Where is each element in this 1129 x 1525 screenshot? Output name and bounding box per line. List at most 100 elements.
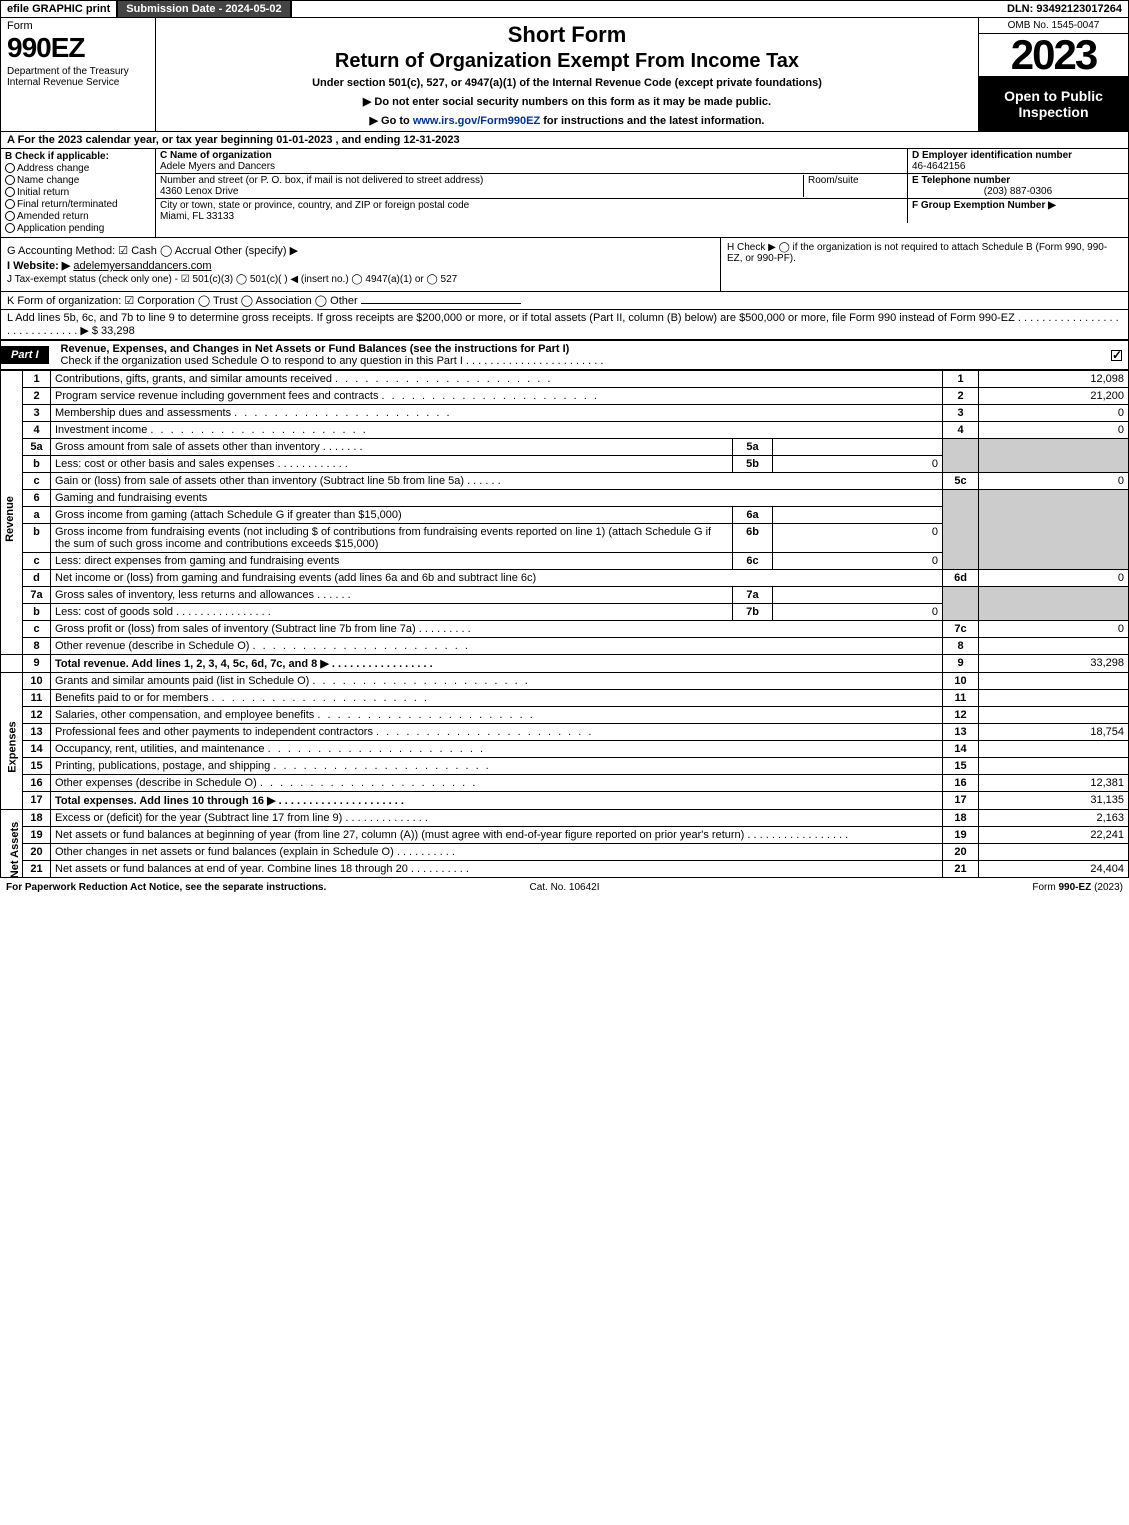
l6c-box: 6c — [733, 553, 773, 570]
l6b-desc: Gross income from fundraising events (no… — [51, 524, 733, 553]
ein-cell: D Employer identification number 46-4642… — [908, 149, 1128, 174]
check-application-pending[interactable]: Application pending — [5, 223, 151, 234]
l8-num: 8 — [23, 638, 51, 655]
part-1-tab: Part I — [1, 346, 49, 364]
addr-value: 4360 Lenox Drive — [160, 186, 238, 197]
l7c-desc: Gross profit or (loss) from sales of inv… — [51, 621, 943, 638]
l3-val: 0 — [979, 405, 1129, 422]
l6a-desc: Gross income from gaming (attach Schedul… — [51, 507, 733, 524]
l1-num: 1 — [23, 371, 51, 388]
check-address-change[interactable]: Address change — [5, 163, 151, 174]
l7c-num: c — [23, 621, 51, 638]
l6b-box: 6b — [733, 524, 773, 553]
revenue-side-label: Revenue — [1, 371, 23, 655]
part-1-checkbox[interactable] — [1111, 350, 1122, 361]
bullet-2: ▶ Go to www.irs.gov/Form990EZ for instru… — [164, 114, 970, 127]
group-exempt-label: F Group Exemption Number ▶ — [912, 200, 1056, 211]
l5c-num: c — [23, 473, 51, 490]
l7b-num: b — [23, 604, 51, 621]
l5a-num: 5a — [23, 439, 51, 456]
l7ab-shade — [943, 587, 979, 621]
l1-desc: Contributions, gifts, grants, and simila… — [51, 371, 943, 388]
l15-col: 15 — [943, 758, 979, 775]
header-left: Form 990EZ Department of the Treasury In… — [1, 18, 156, 131]
l14-num: 14 — [23, 741, 51, 758]
open-public-inspection: Open to Public Inspection — [979, 77, 1128, 131]
l5a-desc: Gross amount from sale of assets other t… — [51, 439, 733, 456]
l7a-num: 7a — [23, 587, 51, 604]
l18-col: 18 — [943, 810, 979, 827]
header-right: OMB No. 1545-0047 2023 Open to Public In… — [978, 18, 1128, 131]
l17-desc: Total expenses. Add lines 10 through 16 … — [51, 792, 943, 810]
l7b-desc: Less: cost of goods sold . . . . . . . .… — [51, 604, 733, 621]
org-name: Adele Myers and Dancers — [160, 161, 275, 172]
l3-col: 3 — [943, 405, 979, 422]
row-j: J Tax-exempt status (check only one) - ☑… — [7, 274, 714, 285]
l9-col: 9 — [943, 655, 979, 673]
check-amended-return[interactable]: Amended return — [5, 211, 151, 222]
row-k: K Form of organization: ☑ Corporation ◯ … — [0, 292, 1129, 310]
l13-num: 13 — [23, 724, 51, 741]
irs-link[interactable]: www.irs.gov/Form990EZ — [413, 115, 540, 127]
check-final-return[interactable]: Final return/terminated — [5, 199, 151, 210]
row-i: I Website: ▶ adelemyersanddancers.com — [7, 259, 714, 272]
l9-desc: Total revenue. Add lines 1, 2, 3, 4, 5c,… — [51, 655, 943, 673]
l4-desc: Investment income — [51, 422, 943, 439]
l11-val — [979, 690, 1129, 707]
l5b-boxval: 0 — [773, 456, 943, 473]
l15-num: 15 — [23, 758, 51, 775]
l7c-col: 7c — [943, 621, 979, 638]
l21-num: 21 — [23, 861, 51, 878]
website-label: I Website: ▶ — [7, 260, 70, 272]
l6d-desc: Net income or (loss) from gaming and fun… — [51, 570, 943, 587]
l12-val — [979, 707, 1129, 724]
l3-desc: Membership dues and assessments — [51, 405, 943, 422]
l5a-box: 5a — [733, 439, 773, 456]
city-cell: City or town, state or province, country… — [156, 199, 907, 223]
l11-num: 11 — [23, 690, 51, 707]
l18-val: 2,163 — [979, 810, 1129, 827]
top-bar: efile GRAPHIC print Submission Date - 20… — [0, 0, 1129, 18]
header-center: Short Form Return of Organization Exempt… — [156, 18, 978, 131]
l6a-num: a — [23, 507, 51, 524]
phone-value: (203) 887-0306 — [912, 186, 1124, 197]
l6-shade — [943, 490, 979, 570]
l6b-boxval: 0 — [773, 524, 943, 553]
l6c-desc: Less: direct expenses from gaming and fu… — [51, 553, 733, 570]
l2-col: 2 — [943, 388, 979, 405]
l6d-num: d — [23, 570, 51, 587]
b-label: B Check if applicable: — [5, 151, 109, 162]
l11-col: 11 — [943, 690, 979, 707]
l14-desc: Occupancy, rent, utilities, and maintena… — [51, 741, 943, 758]
l16-val: 12,381 — [979, 775, 1129, 792]
room-label: Room/suite — [808, 175, 859, 186]
footer-left: For Paperwork Reduction Act Notice, see … — [6, 882, 378, 893]
l4-val: 0 — [979, 422, 1129, 439]
l5ab-shade — [943, 439, 979, 473]
l7a-desc: Gross sales of inventory, less returns a… — [51, 587, 733, 604]
addr-label: Number and street (or P. O. box, if mail… — [160, 175, 483, 186]
addr-cell: Number and street (or P. O. box, if mail… — [156, 174, 907, 199]
check-initial-return[interactable]: Initial return — [5, 187, 151, 198]
l12-col: 12 — [943, 707, 979, 724]
l6b-num: b — [23, 524, 51, 553]
l4-col: 4 — [943, 422, 979, 439]
l17-num: 17 — [23, 792, 51, 810]
check-name-change[interactable]: Name change — [5, 175, 151, 186]
l5c-desc: Gain or (loss) from sale of assets other… — [51, 473, 943, 490]
l19-desc: Net assets or fund balances at beginning… — [51, 827, 943, 844]
website-link[interactable]: adelemyersanddancers.com — [73, 260, 211, 272]
l19-col: 19 — [943, 827, 979, 844]
efile-label[interactable]: efile GRAPHIC print — [1, 1, 118, 17]
l15-desc: Printing, publications, postage, and shi… — [51, 758, 943, 775]
l5c-val: 0 — [979, 473, 1129, 490]
l10-num: 10 — [23, 673, 51, 690]
l5a-boxval — [773, 439, 943, 456]
l6c-num: c — [23, 553, 51, 570]
l4-num: 4 — [23, 422, 51, 439]
l19-val: 22,241 — [979, 827, 1129, 844]
l7a-boxval — [773, 587, 943, 604]
l17-val: 31,135 — [979, 792, 1129, 810]
l20-desc: Other changes in net assets or fund bala… — [51, 844, 943, 861]
l5b-desc: Less: cost or other basis and sales expe… — [51, 456, 733, 473]
